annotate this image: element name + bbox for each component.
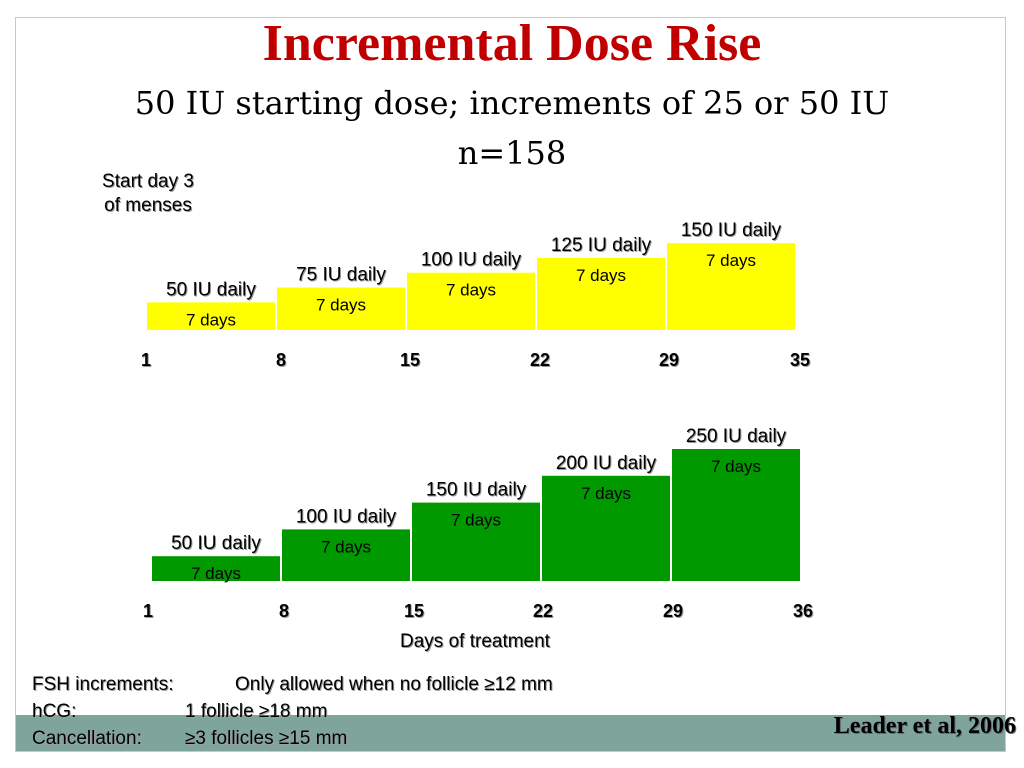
slide-subtitle: 50 IU starting dose; increments of 25 or… — [134, 84, 890, 122]
note-label: Cancellation: — [32, 728, 142, 749]
bar-duration-label: 7 days — [576, 266, 626, 285]
bar — [670, 447, 802, 583]
slide-frame — [15, 17, 1006, 752]
x-tick-label: 8 — [276, 350, 286, 370]
bar-duration-label: 7 days — [191, 564, 241, 583]
bar-duration-label: 7 days — [581, 484, 631, 503]
note-value: Only allowed when no follicle ≥12 mm — [235, 674, 553, 695]
bar-dose-label: 50 IU daily — [166, 279, 256, 300]
bar — [280, 527, 412, 584]
note-value: 1 follicle ≥18 mm — [185, 701, 328, 722]
sample-size: n=158 — [457, 134, 567, 172]
x-axis-label: Days of treatment — [400, 631, 551, 652]
start-label: Start day 3 of menses — [102, 171, 194, 216]
bar-duration-label: 7 days — [706, 251, 756, 270]
note-label: FSH increments: — [32, 674, 174, 695]
bar-duration-label: 7 days — [451, 511, 501, 530]
bar-duration-label: 7 days — [321, 537, 371, 556]
bar-dose-label: 200 IU daily — [556, 453, 657, 474]
x-tick-label: 22 — [530, 350, 550, 370]
bar-dose-label: 75 IU daily — [296, 265, 386, 286]
slide-title: Incremental Dose Rise — [262, 15, 762, 72]
x-tick-label: 36 — [793, 601, 813, 621]
x-tick-label: 15 — [400, 350, 420, 370]
bar-dose-label: 150 IU daily — [681, 220, 782, 241]
bar-duration-label: 7 days — [446, 281, 496, 300]
bar-dose-label: 150 IU daily — [426, 480, 527, 501]
bar-duration-label: 7 days — [711, 457, 761, 476]
bar — [540, 473, 672, 583]
bar-duration-label: 7 days — [316, 296, 366, 315]
bar-dose-label: 100 IU daily — [296, 506, 397, 527]
x-tick-label: 29 — [663, 601, 683, 621]
x-tick-label: 8 — [279, 601, 289, 621]
bar — [665, 241, 797, 332]
footer-bar — [16, 715, 1005, 751]
bar — [405, 270, 537, 333]
note-label: hCG: — [32, 701, 77, 722]
bar-dose-label: 125 IU daily — [551, 235, 652, 256]
x-tick-label: 1 — [143, 601, 153, 621]
x-tick-label: 29 — [659, 350, 679, 370]
bar-dose-label: 250 IU daily — [686, 426, 787, 447]
x-tick-label: 15 — [404, 601, 424, 621]
x-tick-label: 1 — [141, 350, 151, 370]
bar-dose-label: 50 IU daily — [171, 533, 261, 554]
x-tick-label: 22 — [533, 601, 553, 621]
x-tick-label: 35 — [790, 350, 810, 370]
bar-dose-label: 100 IU daily — [421, 250, 522, 271]
note-value: ≥3 follicles ≥15 mm — [185, 728, 348, 749]
citation: Leader et al, 2006 — [833, 713, 1016, 739]
bar-duration-label: 7 days — [186, 310, 236, 329]
bar — [145, 300, 277, 332]
